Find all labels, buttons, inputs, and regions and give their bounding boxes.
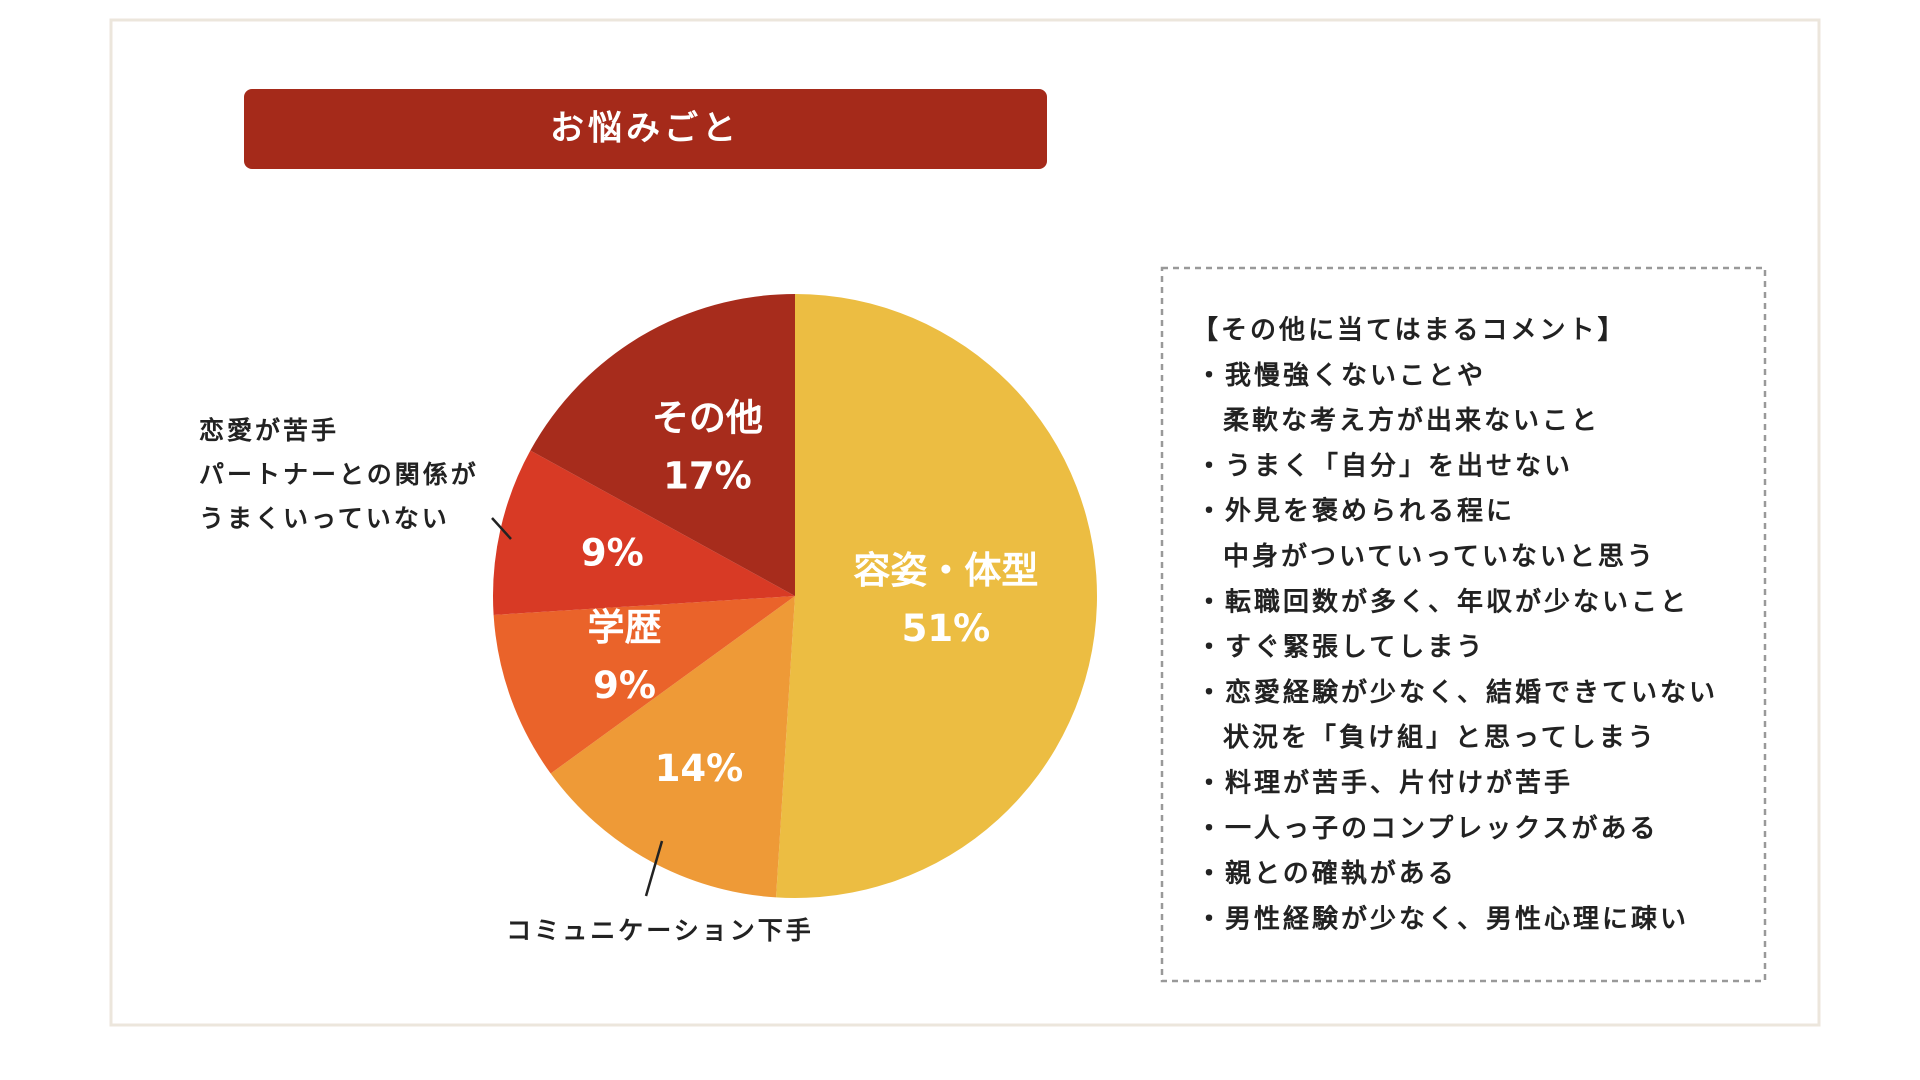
note-title: 【その他に当てはまるコメント】 xyxy=(1192,316,1626,346)
labels: 容姿・体型 51% 14% コミュニケーション下手 学歴 9% 9% 恋愛が苦手パートナーとの… xyxy=(199,396,1038,945)
pie-slice xyxy=(493,596,795,774)
note-item: ・うまく「自分」を出せない xyxy=(1196,450,1573,481)
category-label: 学歴 xyxy=(588,606,662,649)
category-label: その他 xyxy=(652,396,763,439)
leader-line xyxy=(644,840,664,897)
pie-slice xyxy=(530,294,795,596)
chart-title: お悩みごと xyxy=(550,109,740,149)
pie-slice xyxy=(776,294,1098,898)
frame xyxy=(109,18,1821,1027)
note-item: ・恋愛経験が少なく、結婚できていない xyxy=(1196,677,1718,708)
note-item: 状況を「負け組」と思ってしまう xyxy=(1223,722,1657,753)
note-item: ・男性経験が少なく、男性心理に疎い xyxy=(1196,903,1689,934)
pie-slice xyxy=(493,450,795,615)
note-item: ・すぐ緊張してしまう xyxy=(1196,633,1485,663)
value-label: 9% xyxy=(593,664,656,707)
note-item: ・転職回数が多く、年収が少ないこと xyxy=(1196,586,1689,617)
note-item: 柔軟な考え方が出来ないこと xyxy=(1223,405,1600,436)
note-box xyxy=(1160,266,1767,983)
note-item: ・料理が苦手、片付けが苦手 xyxy=(1196,768,1573,799)
category-label: 容姿・体型 xyxy=(853,549,1038,592)
note: 【その他に当てはまるコメント】・我慢強くないことや柔軟な考え方が出来ないこと・う… xyxy=(1192,316,1718,935)
category-label: 恋愛が苦手 xyxy=(199,416,339,445)
value-label: 51% xyxy=(902,607,991,650)
note-item: 中身がついていっていないと思う xyxy=(1223,541,1656,572)
leader-line xyxy=(491,517,512,540)
note-item: ・外見を褒められる程に xyxy=(1196,497,1515,527)
title-bar xyxy=(244,89,1047,169)
value-label: 9% xyxy=(581,532,644,575)
value-label: 14% xyxy=(655,747,744,790)
note-item: ・我慢強くないことや xyxy=(1196,361,1486,391)
note-item: ・親との確執がある xyxy=(1196,858,1457,889)
category-label: パートナーとの関係が xyxy=(199,460,479,489)
category-label: コミュニケーション下手 xyxy=(506,916,814,945)
category-label: うまくいっていない xyxy=(199,504,450,533)
note-item: ・一人っ子のコンプレックスがある xyxy=(1196,813,1658,844)
pie-slice xyxy=(550,596,795,898)
pie xyxy=(493,294,1098,898)
value-label: 17% xyxy=(663,454,752,497)
